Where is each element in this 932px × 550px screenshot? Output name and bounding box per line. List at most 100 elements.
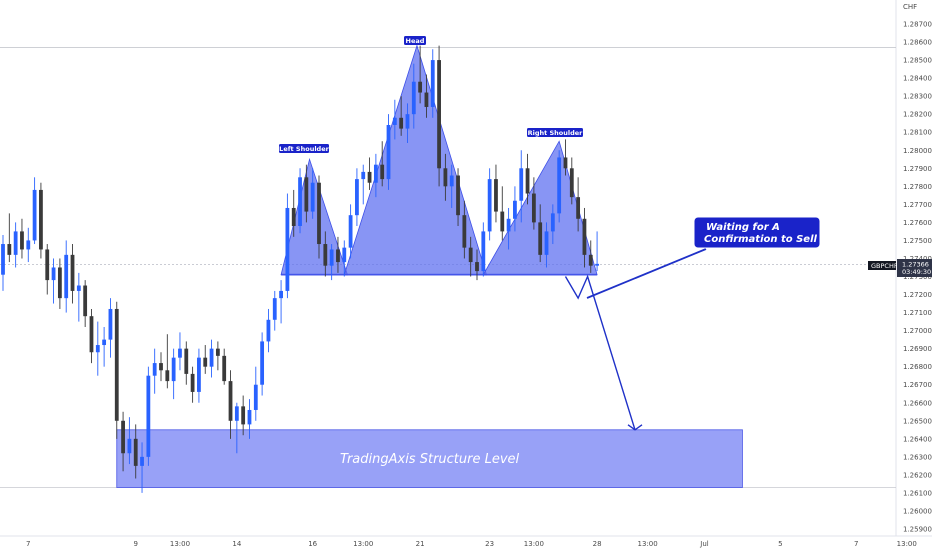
price-tick-10: 1.27700 [903,201,932,209]
candle-body-22 [140,456,144,466]
candle-body-15 [95,345,100,353]
price-tick-20: 1.26700 [903,381,932,389]
candle-body-67 [424,92,429,107]
candle-body-32 [203,357,208,367]
candles [1,45,599,493]
time-tick-12: 5 [778,540,782,548]
candle-body-61 [386,125,391,180]
candle-body-10 [64,254,69,299]
candle-body-43 [272,298,277,320]
candle-body-68 [430,60,435,107]
time-tick-6: 21 [416,540,425,548]
candle-body-59 [373,164,378,183]
candle-body-24 [152,363,157,376]
candle-body-65 [411,81,416,115]
time-tick-5: 13:00 [353,540,373,548]
candle-body-79 [500,211,505,232]
candle-body-28 [178,348,182,358]
candle-body-2 [13,231,18,255]
price-tick-6: 1.28100 [903,129,932,137]
price-tick-4: 1.28300 [903,93,932,101]
candle-body-75 [475,262,479,272]
price-tick-7: 1.28000 [903,147,932,155]
candle-body-47 [298,177,302,226]
candle-body-4 [26,240,31,250]
candle-body-1 [7,244,12,255]
candle-body-35 [222,355,227,382]
svg-text:Left Shoulder: Left Shoulder [279,145,329,153]
candle-body-87 [550,213,555,232]
candle-body-74 [468,247,473,263]
candle-body-17 [108,308,113,340]
candle-body-12 [76,285,81,291]
price-tick-23: 1.26400 [903,435,932,443]
time-tick-3: 14 [232,540,241,548]
candle-body-19 [121,420,125,454]
time-tick-4: 16 [308,540,317,548]
candle-body-8 [51,267,56,281]
price-tick-12: 1.27500 [903,237,932,245]
candle-body-57 [361,171,366,180]
currency-label: CHF [903,3,917,11]
structure-level-zone [116,429,743,488]
candle-body-41 [260,341,265,385]
time-tick-13: 7 [854,540,858,548]
candle-body-48 [304,177,309,212]
candle-body-52 [329,249,334,266]
callout-box [693,216,821,249]
candle-body-94 [595,263,599,266]
candle-body-9 [57,267,62,299]
price-tick-9: 1.27800 [903,183,932,191]
candle-body-34 [215,348,220,356]
current-price-tag[interactable]: 1.27366 03:49:30 [897,259,932,277]
svg-text:1.27366: 1.27366 [902,261,929,269]
price-tick-11: 1.27600 [903,219,932,227]
svg-text:03:49:30: 03:49:30 [902,268,931,276]
price-tick-2: 1.28500 [903,57,932,65]
structure-level-label: TradingAxis Structure Level [340,452,520,467]
candle-body-30 [190,373,195,392]
time-tick-14: 13:00 [897,540,917,548]
candle-body-36 [228,381,233,421]
candle-body-93 [588,254,593,266]
neckline [281,273,598,276]
candle-body-18 [114,308,119,421]
candle-body-86 [544,231,549,255]
price-tick-25: 1.26200 [903,471,932,479]
candle-body-25 [159,363,163,371]
candle-body-80 [506,218,511,232]
candle-body-20 [127,438,132,454]
candle-body-56 [355,179,359,216]
price-tick-16: 1.27100 [903,309,932,317]
candle-body-29 [184,348,189,374]
candle-body-85 [538,222,543,255]
candle-body-89 [563,157,568,169]
candle-body-27 [171,357,176,382]
symbol-tag: GBPCHF [868,261,898,270]
candle-body-66 [418,81,423,93]
time-tick-1: 9 [133,540,137,548]
time-tick-9: 28 [593,540,602,548]
right-shoulder-label: Right Shoulder [527,128,583,137]
candle-body-38 [241,406,246,425]
price-tick-13: 1.27400 [903,255,932,263]
price-tick-3: 1.28400 [903,75,932,83]
price-tick-19: 1.26800 [903,363,932,371]
candle-body-42 [266,319,271,342]
candle-body-72 [456,175,460,216]
candle-body-81 [513,200,517,219]
candle-body-16 [102,339,107,346]
callout-line-1: Waiting for A [706,222,780,233]
price-tick-1: 1.28600 [903,39,932,47]
svg-text:Head: Head [406,37,425,45]
price-tick-26: 1.26100 [903,489,932,497]
candle-body-6 [39,189,43,250]
candle-body-44 [279,290,283,299]
candle-body-63 [399,117,404,129]
candle-body-13 [83,285,88,317]
candle-body-45 [285,207,290,291]
price-tick-24: 1.26300 [903,453,932,461]
price-tick-15: 1.27200 [903,291,932,299]
candle-body-7 [45,249,50,281]
